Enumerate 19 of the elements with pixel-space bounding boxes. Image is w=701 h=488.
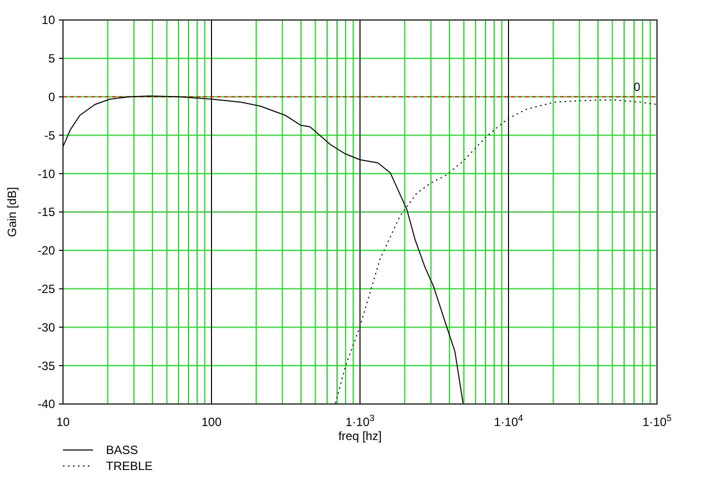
y-axis-title: Gain [dB]	[5, 186, 19, 238]
y-tick-label: -35	[38, 358, 56, 373]
y-tick-label: 0	[48, 90, 56, 104]
x-axis-title: freq [hz]	[338, 429, 382, 443]
y-tick-label: -5	[44, 128, 56, 142]
y-tick-label: 10	[42, 13, 56, 28]
y-tick-label: 5	[48, 52, 56, 66]
x-tick-label: 1·10$^{3}$	[345, 413, 375, 429]
x-tick-label: 1·10$^{5}$	[642, 413, 672, 429]
y-tick-label: -25	[38, 282, 56, 296]
y-tick-label: -40	[38, 397, 56, 412]
legend-label: TREBLE	[106, 459, 153, 474]
x-tick-label: 1·10$^{4}$	[494, 413, 524, 429]
y-tick-label: -10	[38, 166, 56, 181]
legend-label: BASS	[106, 443, 138, 458]
y-tick-label: -20	[38, 244, 56, 258]
y-tick-label: -15	[38, 205, 56, 220]
x-tick-label: 100	[201, 415, 222, 429]
y-tick-label: -30	[38, 320, 56, 334]
